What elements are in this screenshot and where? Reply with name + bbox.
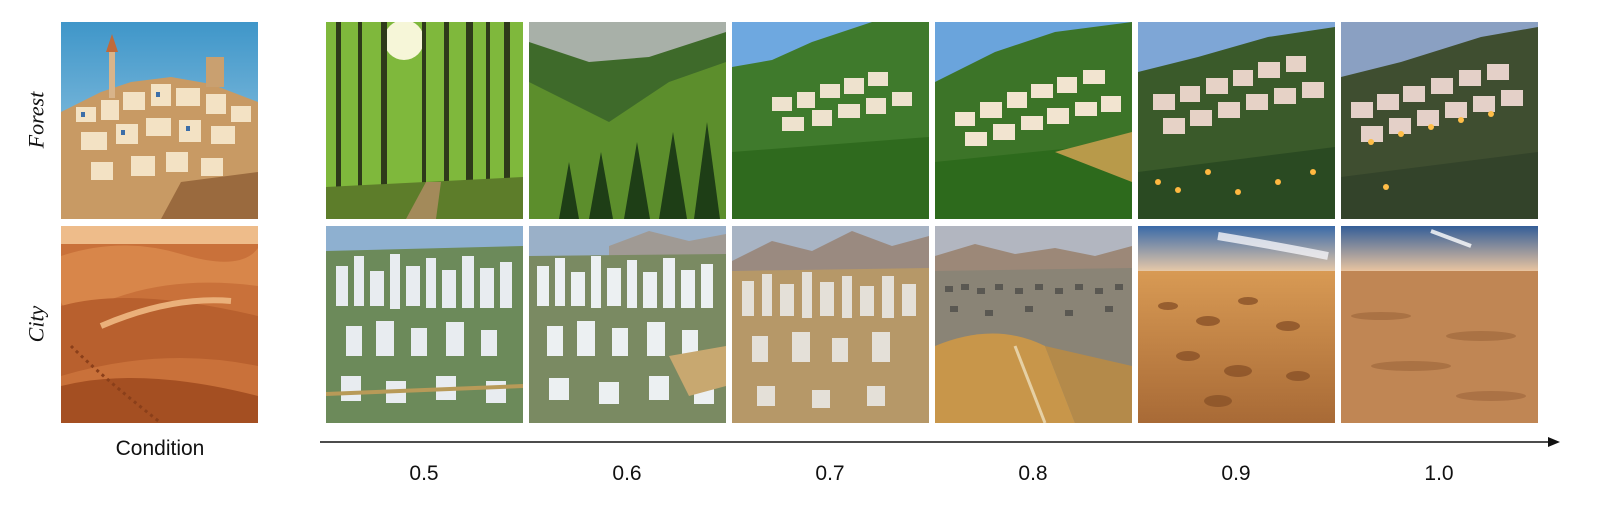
strength-axis-arrow bbox=[320, 437, 1560, 447]
row-label-city: City bbox=[10, 226, 62, 422]
tick-label: 0.7 bbox=[815, 462, 845, 485]
city-result-0.5 bbox=[326, 226, 523, 423]
forest-result-0.7 bbox=[732, 22, 929, 219]
strength-axis-ticks: 0.5 0.6 0.7 0.8 0.9 1.0 bbox=[0, 462, 1602, 492]
condition-image-village bbox=[61, 22, 258, 219]
tick-label: 0.8 bbox=[1018, 462, 1048, 485]
tick-label: 0.5 bbox=[409, 462, 439, 485]
row-label-forest-text: Forest bbox=[23, 91, 48, 149]
city-result-0.9 bbox=[1138, 226, 1335, 423]
city-result-0.6 bbox=[529, 226, 726, 423]
row-label-city-text: City bbox=[22, 305, 48, 343]
forest-result-1.0 bbox=[1341, 22, 1538, 219]
forest-result-0.9 bbox=[1138, 22, 1335, 219]
tick-label: 0.6 bbox=[612, 462, 642, 485]
city-result-0.7 bbox=[732, 226, 929, 423]
condition-caption: Condition bbox=[115, 437, 205, 460]
city-result-0.8 bbox=[935, 226, 1132, 423]
condition-image-desert bbox=[61, 226, 258, 423]
city-result-1.0 bbox=[1341, 226, 1538, 423]
forest-result-0.5 bbox=[326, 22, 523, 219]
forest-result-0.6 bbox=[529, 22, 726, 219]
tick-label: 0.9 bbox=[1221, 462, 1251, 485]
row-label-forest: Forest bbox=[10, 22, 62, 218]
forest-result-0.8 bbox=[935, 22, 1132, 219]
tick-label: 1.0 bbox=[1424, 462, 1454, 485]
